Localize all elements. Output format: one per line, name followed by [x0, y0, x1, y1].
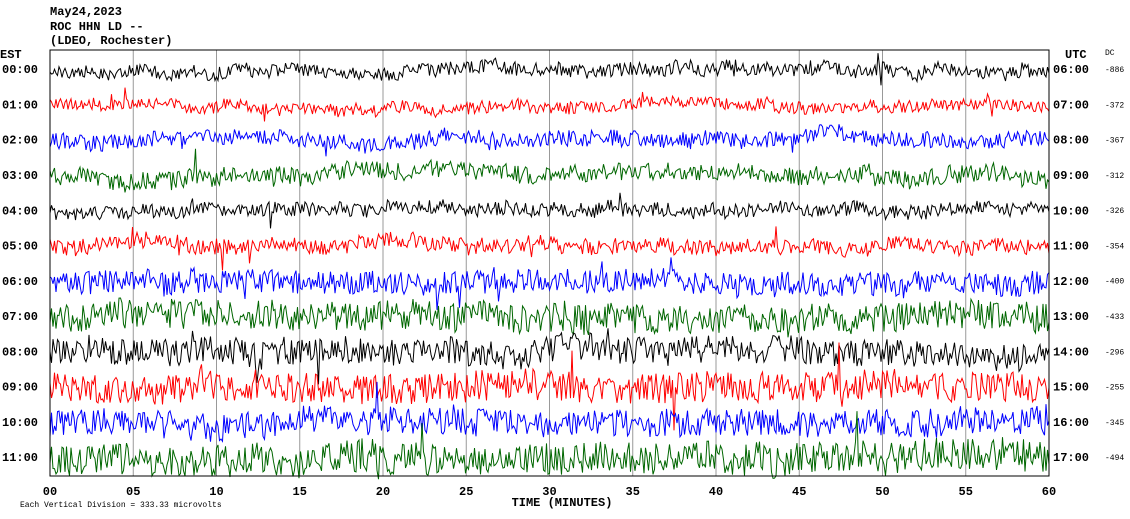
- x-tick-label: 50: [875, 485, 889, 499]
- left-time-label: 06:00: [2, 275, 38, 289]
- left-time-label: 03:00: [2, 169, 38, 183]
- left-time-label: 11:00: [2, 451, 38, 465]
- right-time-label: 10:00: [1053, 204, 1089, 218]
- left-time-label: 01:00: [2, 98, 38, 112]
- left-time-label: 07:00: [2, 310, 38, 324]
- dc-value: -255: [1105, 384, 1124, 393]
- seismic-trace: [49, 226, 1050, 271]
- dc-value: -400: [1105, 278, 1124, 287]
- right-time-label: 06:00: [1053, 63, 1089, 77]
- right-time-label: 08:00: [1053, 134, 1089, 148]
- right-time-label: 07:00: [1053, 98, 1089, 112]
- x-tick-label: 15: [293, 485, 307, 499]
- dc-value: -433: [1105, 313, 1124, 322]
- x-tick-label: 60: [1042, 485, 1056, 499]
- date: May24,2023: [50, 5, 122, 19]
- labels: 00 05 10 15 20 25 30 35 40 45 50 55 60 00:00 06:00 -886…: [2, 63, 1124, 499]
- network: (LDEO, Rochester): [50, 34, 172, 48]
- right-time-label: 09:00: [1053, 169, 1089, 183]
- dc-value: -494: [1105, 454, 1124, 463]
- traces: [49, 53, 1050, 480]
- seismic-trace: [49, 297, 1050, 338]
- station: ROC HHN LD --: [50, 20, 144, 34]
- dc-title: DC: [1105, 49, 1115, 58]
- x-tick-label: 05: [126, 485, 140, 499]
- seismic-trace: [49, 342, 1050, 431]
- x-tick-label: 10: [209, 485, 223, 499]
- seismic-trace: [49, 124, 1050, 157]
- dc-value: -345: [1105, 419, 1124, 428]
- left-time-label: 02:00: [2, 134, 38, 148]
- plot-frame: [49, 49, 1050, 477]
- seismic-trace: [49, 192, 1050, 229]
- dc-value: -367: [1105, 137, 1124, 146]
- right-time-label: 13:00: [1053, 310, 1089, 324]
- x-tick-label: 45: [792, 485, 806, 499]
- dc-value: -372: [1105, 101, 1124, 110]
- dc-value: -296: [1105, 348, 1124, 357]
- seismic-trace: [49, 328, 1050, 385]
- dc-value: -326: [1105, 207, 1124, 216]
- right-axis-title: UTC: [1065, 48, 1087, 62]
- seismic-trace: [49, 87, 1050, 122]
- seismic-trace: [49, 411, 1050, 480]
- right-time-label: 16:00: [1053, 416, 1089, 430]
- seismic-trace: [49, 148, 1050, 193]
- x-tick-label: 55: [959, 485, 973, 499]
- left-axis-title: EST: [0, 48, 22, 62]
- right-time-label: 14:00: [1053, 345, 1089, 359]
- x-tick-label: 25: [459, 485, 473, 499]
- x-tick-label: 30: [542, 485, 556, 499]
- left-time-label: 05:00: [2, 240, 38, 254]
- left-time-label: 09:00: [2, 381, 38, 395]
- left-time-label: 08:00: [2, 345, 38, 359]
- dc-value: -886: [1105, 66, 1124, 75]
- footer: Each Vertical Division = 333.33 microvol…: [20, 501, 222, 510]
- x-tick-label: 20: [376, 485, 390, 499]
- left-time-label: 04:00: [2, 204, 38, 218]
- right-time-label: 17:00: [1053, 451, 1089, 465]
- left-time-label: 00:00: [2, 63, 38, 77]
- right-time-label: 15:00: [1053, 381, 1089, 395]
- x-tick-label: 40: [709, 485, 723, 499]
- x-tick-label: 35: [626, 485, 640, 499]
- left-time-label: 10:00: [2, 416, 38, 430]
- dc-value: -312: [1105, 172, 1124, 181]
- seismic-trace: [49, 257, 1050, 310]
- seismic-trace: [49, 53, 1050, 86]
- dc-value: -354: [1105, 242, 1124, 251]
- x-tick-label: 00: [43, 485, 57, 499]
- right-time-label: 12:00: [1053, 275, 1089, 289]
- right-time-label: 11:00: [1053, 240, 1089, 254]
- seismic-trace: [49, 381, 1050, 443]
- x-axis-label: TIME (MINUTES): [512, 496, 613, 510]
